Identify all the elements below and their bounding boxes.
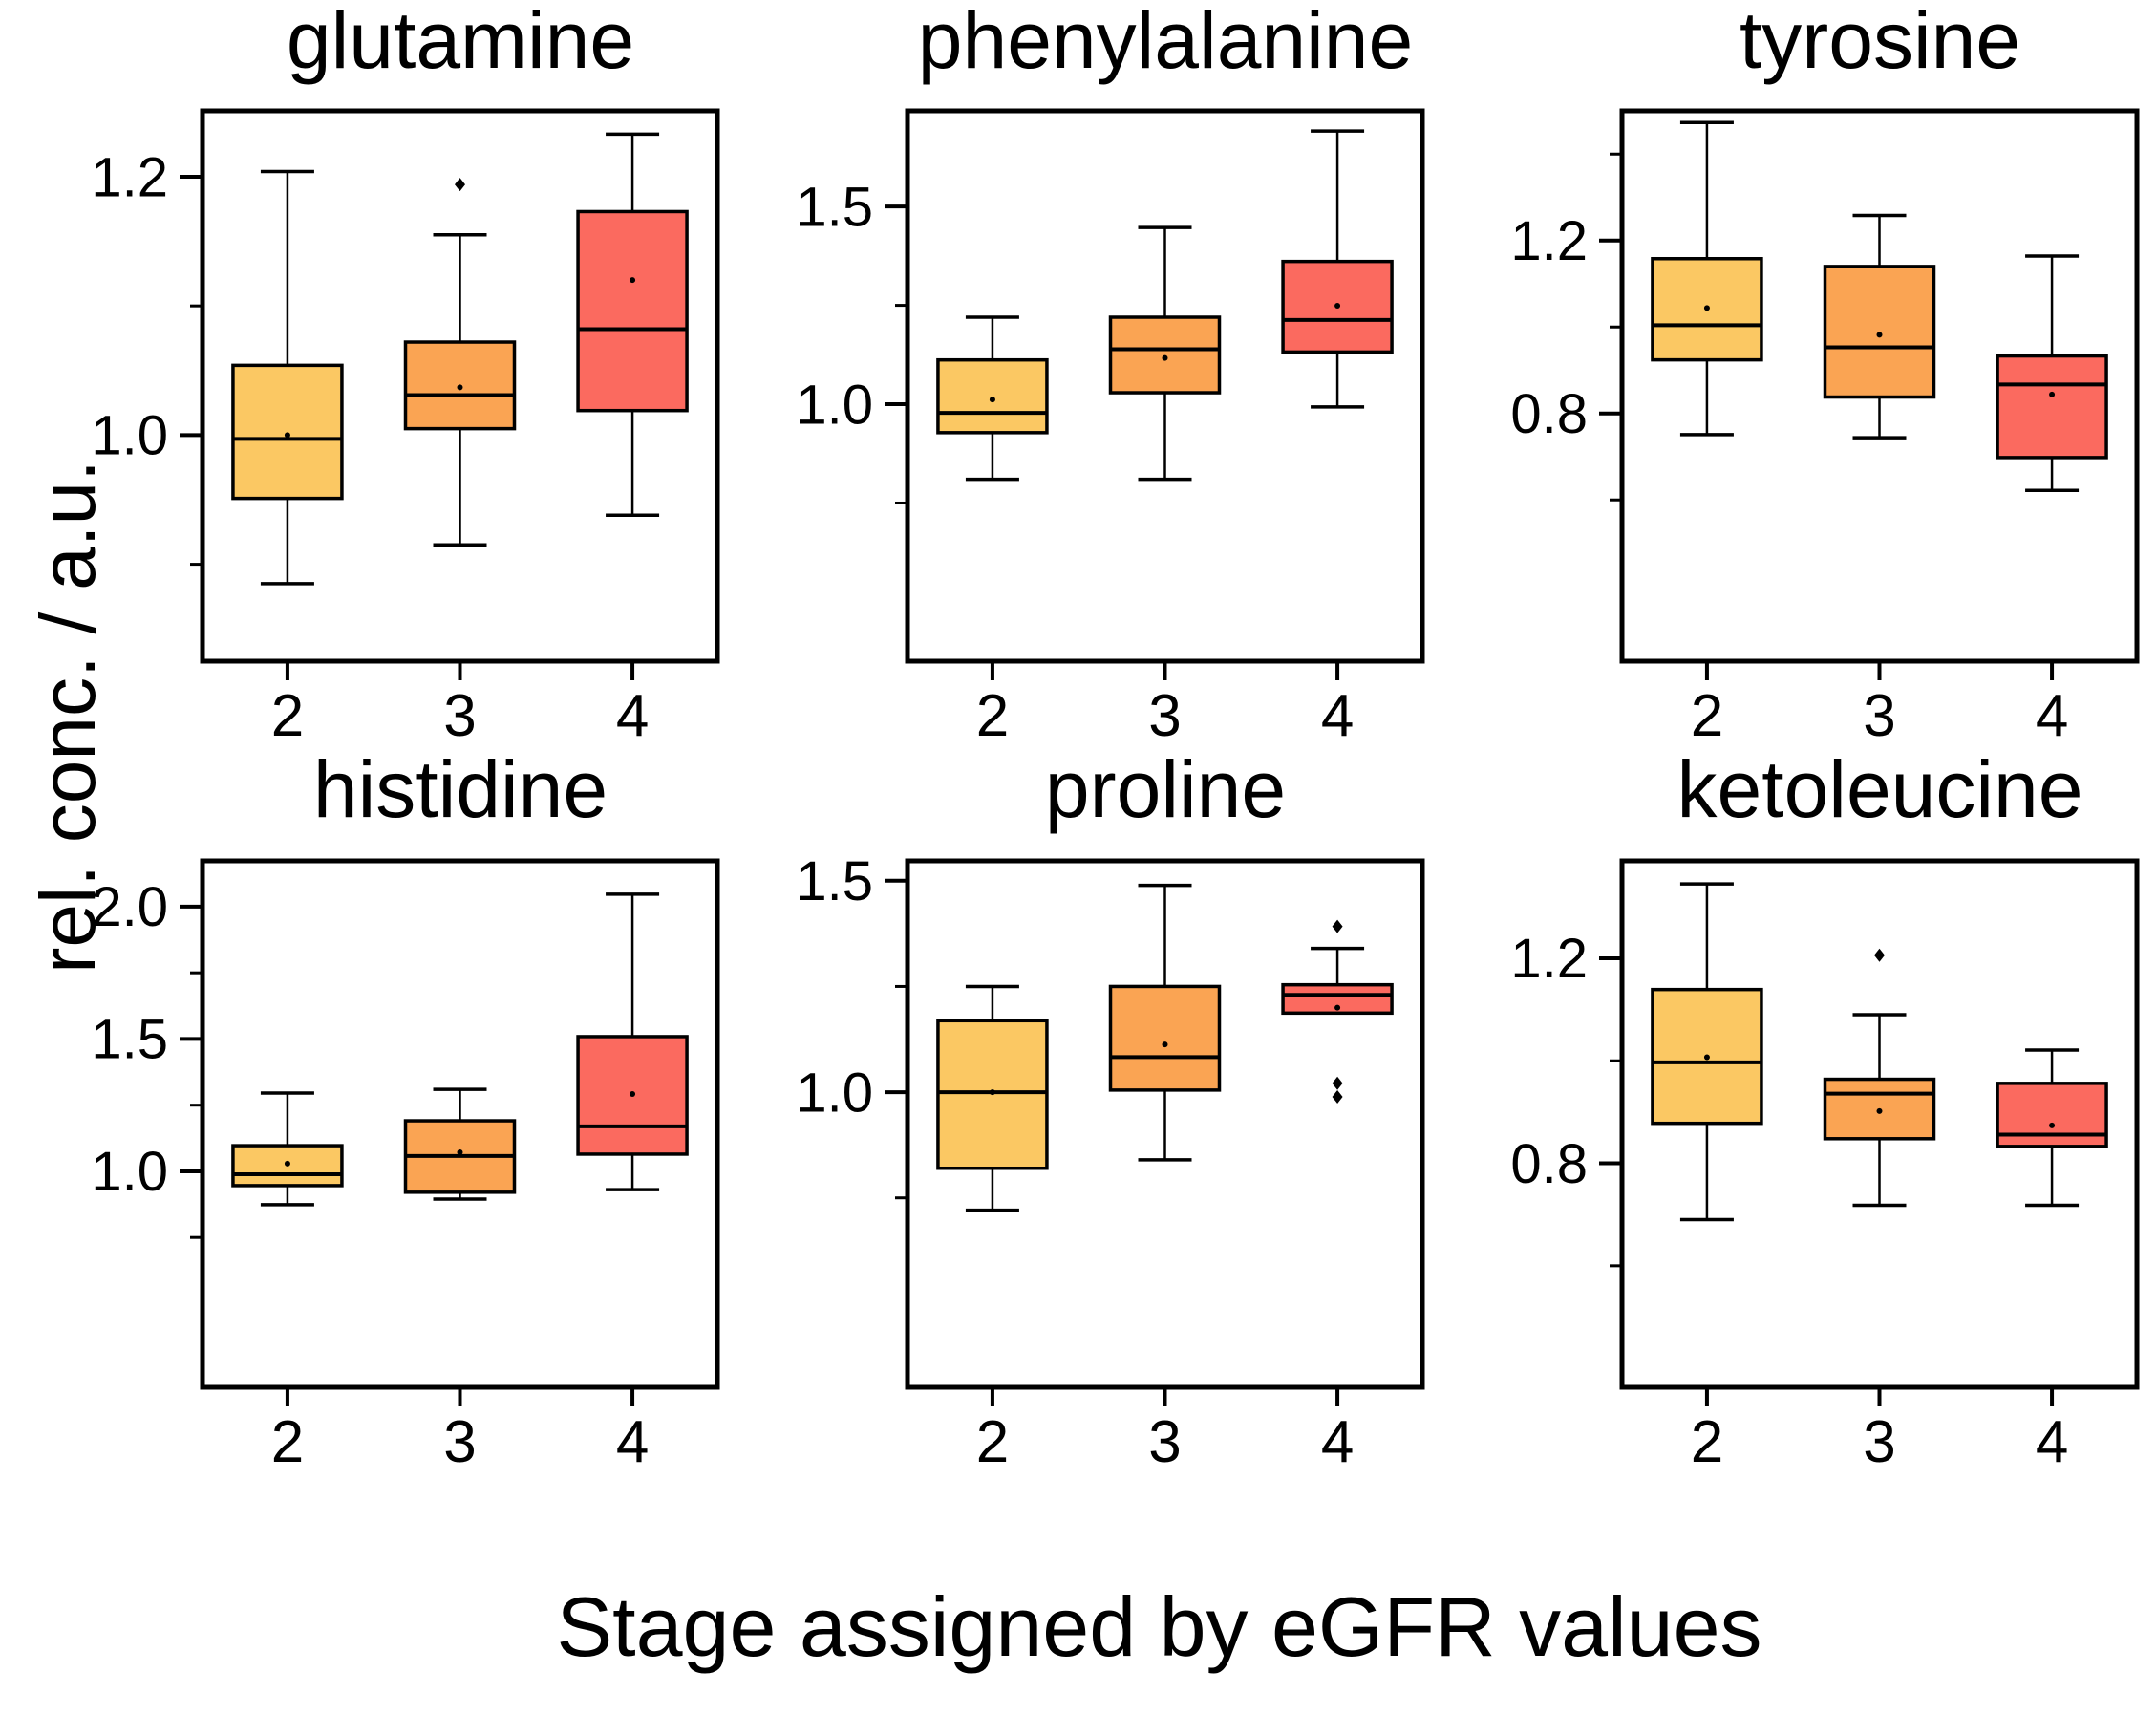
panel-glutamine: 1.0 1.2 2 3 4 (91, 108, 720, 749)
x-tick-label: 3 (443, 683, 476, 749)
box-stage-4 (1996, 354, 2108, 460)
y-tick-label: 1.5 (91, 1009, 168, 1071)
mean-marker (1162, 354, 1168, 361)
y-tick-label: 1.5 (796, 851, 873, 912)
outlier-marker (1332, 1089, 1343, 1104)
mean-marker (630, 1091, 636, 1098)
outlier-marker (1332, 1076, 1343, 1090)
y-tick-label: 1.0 (91, 1141, 168, 1203)
mean-marker (2049, 1122, 2056, 1128)
y-tick-label: 2.0 (91, 876, 168, 938)
x-tick-label: 3 (443, 1409, 476, 1475)
plot-frame (905, 108, 1425, 664)
box-stage-4 (1281, 982, 1394, 1016)
x-tick-label: 4 (1321, 1409, 1354, 1475)
x-tick-label: 2 (271, 683, 304, 749)
y-tick-label: 1.0 (91, 405, 168, 467)
mean-marker (2049, 391, 2056, 397)
mean-marker (1703, 305, 1710, 311)
box-stage-2 (231, 363, 344, 501)
mean-marker (284, 1160, 290, 1167)
y-tick-label: 1.5 (796, 176, 873, 238)
plot-frame (200, 858, 720, 1390)
panel-title-phenylalanine: phenylalanine (917, 0, 1414, 85)
box-stage-3 (1823, 265, 1936, 399)
plot-frame (1619, 108, 2140, 664)
x-tick-label: 2 (1691, 1409, 1723, 1475)
mean-marker (989, 1089, 995, 1096)
y-tick-label: 0.8 (1510, 1133, 1588, 1195)
panel-title-proline: proline (1044, 744, 1287, 834)
x-tick-label: 3 (1148, 1409, 1181, 1475)
panel-tyrosine: 0.8 1.2 2 3 4 (1510, 108, 2140, 749)
plot-frame (200, 108, 720, 664)
outlier-marker (455, 178, 465, 192)
x-tick-label: 2 (976, 683, 1009, 749)
y-tick-label: 1.0 (796, 1062, 873, 1124)
box-stage-3 (1108, 984, 1222, 1092)
mean-marker (1876, 1107, 1883, 1114)
outlier-marker (1874, 948, 1885, 962)
x-tick-label: 4 (2036, 683, 2068, 749)
y-tick-label: 1.2 (1510, 210, 1588, 272)
panel-histidine: 1.0 1.5 2.0 2 3 4 (91, 858, 720, 1475)
panel-title-tyrosine: tyrosine (1739, 0, 2021, 85)
y-tick-label: 1.2 (1510, 928, 1588, 990)
mean-marker (1334, 303, 1341, 309)
x-tick-label: 4 (2036, 1409, 2068, 1475)
panel-phenylalanine: 1.0 1.5 2 3 4 (796, 108, 1425, 749)
x-tick-label: 3 (1148, 683, 1181, 749)
y-tick-label: 1.2 (91, 146, 168, 208)
mean-marker (1703, 1054, 1710, 1061)
x-tick-label: 4 (616, 683, 649, 749)
mean-marker (630, 277, 636, 284)
mean-marker (1334, 1004, 1341, 1011)
y-tick-label: 0.8 (1510, 383, 1588, 445)
x-tick-label: 2 (976, 1409, 1009, 1475)
mean-marker (1162, 1041, 1168, 1048)
panel-title-glutamine: glutamine (286, 0, 635, 85)
box-stage-4 (576, 209, 689, 413)
outlier-marker (1332, 919, 1343, 933)
panel-ketoleucine: 0.8 1.2 2 3 4 (1510, 858, 2140, 1475)
x-tick-label: 2 (271, 1409, 304, 1475)
x-tick-label: 4 (1321, 683, 1354, 749)
mean-marker (1876, 332, 1883, 338)
x-tick-label: 2 (1691, 683, 1723, 749)
x-tick-label: 3 (1863, 683, 1895, 749)
x-tick-label: 3 (1863, 1409, 1895, 1475)
plot-frame (1619, 858, 2140, 1390)
box-stage-4 (1996, 1082, 2108, 1148)
panel-title-ketoleucine: ketoleucine (1676, 744, 2083, 834)
mean-marker (989, 397, 995, 403)
panel-title-histidine: histidine (312, 744, 608, 834)
plot-frame (905, 858, 1425, 1390)
x-axis-title: Stage assigned by eGFR values (556, 1579, 1762, 1674)
box-stage-2 (936, 357, 1049, 435)
mean-marker (457, 1149, 463, 1156)
mean-marker (457, 384, 463, 391)
mean-marker (284, 432, 290, 439)
panel-proline: 1.0 1.5 2 3 4 (796, 851, 1425, 1475)
y-tick-label: 1.0 (796, 374, 873, 436)
box-stage-3 (1108, 315, 1222, 395)
x-tick-label: 4 (616, 1409, 649, 1475)
